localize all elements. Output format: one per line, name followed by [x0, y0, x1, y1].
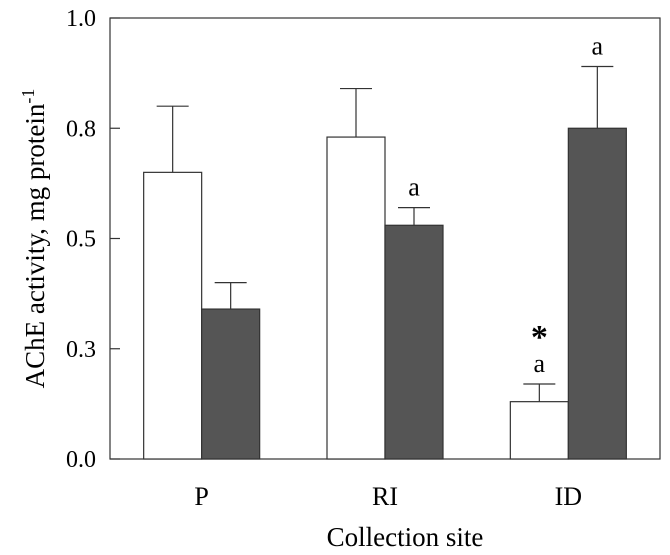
bars — [143, 65, 627, 460]
significance-letter: a — [534, 349, 546, 378]
annotations: aa*a — [408, 32, 603, 379]
y-axis-title: AChE activity, mg protein-1 — [18, 89, 50, 389]
y-axis-title-text: AChE activity, mg protein — [20, 103, 50, 388]
y-tick-label: 0.3 — [66, 337, 96, 363]
x-tick-label: RI — [372, 482, 398, 511]
bar — [143, 171, 203, 460]
bar — [201, 308, 261, 460]
y-axis: 0.0 0.3 0.5 0.8 1.0 — [66, 6, 120, 473]
y-tick-label: 0.8 — [66, 116, 96, 142]
y-tick-label: 1.0 — [66, 6, 96, 32]
bar — [567, 127, 627, 460]
significance-asterisk: * — [531, 319, 548, 356]
significance-letter: a — [408, 173, 420, 202]
x-tick-label: P — [194, 482, 208, 511]
y-tick-label: 0.0 — [66, 447, 96, 473]
x-axis: P RI ID — [194, 482, 582, 511]
bar — [384, 224, 444, 460]
x-axis-title: Collection site — [327, 522, 484, 552]
significance-letter: a — [592, 32, 604, 61]
bar — [509, 401, 569, 460]
bar — [326, 136, 386, 460]
x-tick-label: ID — [555, 482, 582, 511]
y-tick-label: 0.5 — [66, 227, 96, 253]
y-axis-title-superscript: -1 — [18, 89, 38, 104]
